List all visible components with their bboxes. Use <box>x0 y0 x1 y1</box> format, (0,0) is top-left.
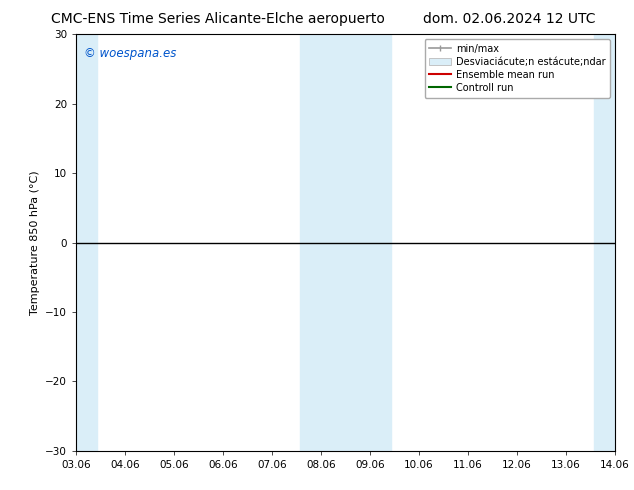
Bar <box>76 34 96 451</box>
Y-axis label: Temperature 850 hPa (°C): Temperature 850 hPa (°C) <box>30 170 39 315</box>
Text: © woespana.es: © woespana.es <box>84 47 176 60</box>
Bar <box>301 34 391 451</box>
Text: dom. 02.06.2024 12 UTC: dom. 02.06.2024 12 UTC <box>424 12 596 26</box>
Text: CMC-ENS Time Series Alicante-Elche aeropuerto: CMC-ENS Time Series Alicante-Elche aerop… <box>51 12 385 26</box>
Legend: min/max, Desviaciácute;n estácute;ndar, Ensemble mean run, Controll run: min/max, Desviaciácute;n estácute;ndar, … <box>425 39 610 98</box>
Bar <box>595 34 615 451</box>
